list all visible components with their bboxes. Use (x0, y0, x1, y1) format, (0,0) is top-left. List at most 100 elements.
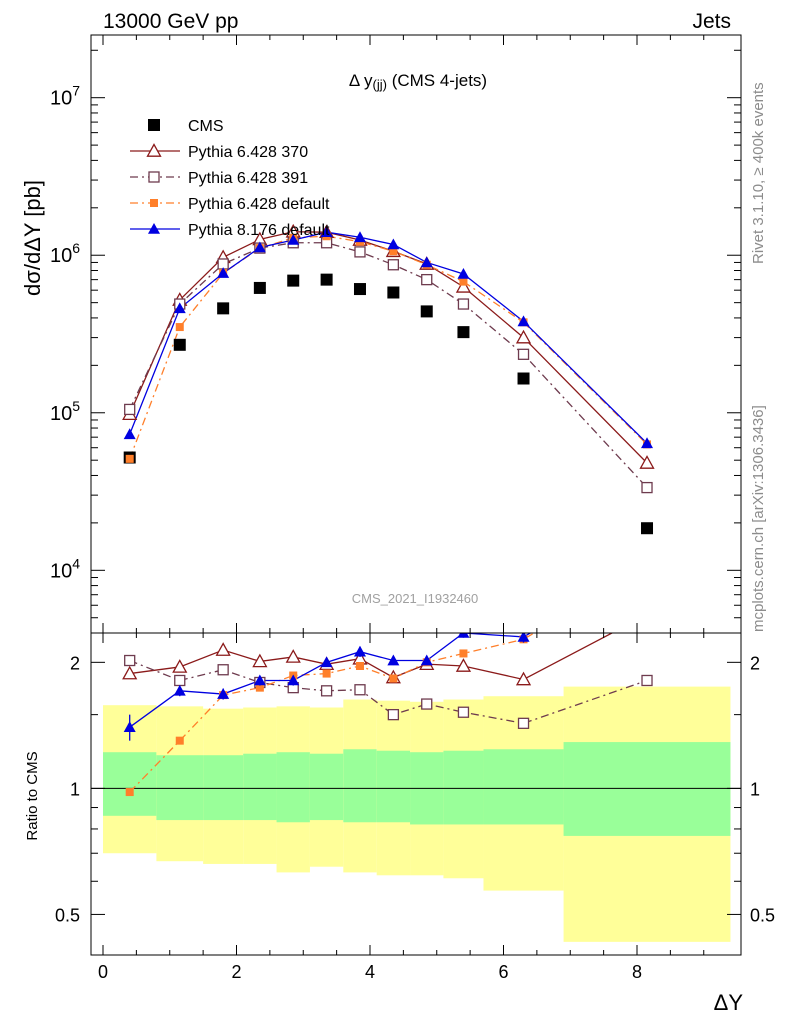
ratio-axis-label: Ratio to CMS (24, 751, 41, 840)
axes: 0 2 4 6 8 104 105 106 107 0.5 0.5 1 1 2 2 (50, 34, 775, 982)
ratio-lines (129, 633, 648, 793)
ratio-point-p8 (287, 674, 300, 686)
ratio-point-pdefault (322, 669, 331, 678)
band-inner (276, 752, 310, 823)
point-cms (387, 286, 400, 299)
source-label: mcplots.cern.ch [arXiv:1306.3436] (750, 405, 767, 632)
point-p391 (457, 298, 470, 310)
point-cms (457, 326, 470, 339)
point-pdefault (125, 454, 134, 463)
series-line-p391 (129, 242, 648, 489)
main-markers (122, 223, 655, 535)
x-tick-label: 4 (365, 962, 375, 982)
ratio-point-pdefault (643, 562, 651, 570)
point-p8 (287, 233, 300, 245)
ratio-point-p8 (253, 674, 266, 686)
point-p8 (457, 268, 470, 279)
ratio-tick-label-right: 2 (750, 653, 760, 673)
ratio-point-p391 (641, 674, 653, 687)
point-p8 (123, 428, 136, 440)
ratio-frame (90, 632, 742, 956)
ratio-point-p391 (320, 685, 333, 697)
series-line-p8 (129, 231, 648, 444)
ratio-point-pdefault (175, 736, 184, 745)
point-cms (420, 305, 433, 318)
point-p370 (639, 455, 655, 469)
ratio-point-p8 (320, 656, 333, 668)
legend: CMS Pythia 6.428 370 Pythia 6.428 391 Pythi… (130, 118, 330, 239)
point-p391 (354, 246, 366, 258)
legend-marker-cms (148, 119, 160, 131)
point-p391 (517, 348, 530, 360)
ratio-point-p391 (124, 654, 136, 667)
point-pdefault (389, 247, 398, 256)
point-p8 (420, 256, 433, 268)
x-axis-label: ΔY (714, 990, 744, 1015)
ratio-point-p370 (641, 608, 654, 620)
ratio-point-p391 (354, 684, 366, 696)
ratio-point-pdefault (355, 662, 364, 671)
ratio-point-p370 (455, 658, 472, 672)
y-tick-label: 104 (50, 555, 80, 582)
point-p391 (641, 481, 653, 494)
series-lines (129, 231, 648, 793)
point-pdefault (175, 323, 184, 332)
legend-label-cms: CMS (188, 118, 224, 135)
analysis-watermark: CMS_2021_I1932460 (352, 591, 479, 606)
band-inner (376, 750, 411, 823)
ratio-point-p370 (252, 653, 268, 668)
band-inner (156, 755, 204, 821)
ratio-tick-label-right: 1 (750, 779, 760, 799)
y-tick-label: 105 (50, 398, 80, 425)
ratio-tick-label-left: 1 (70, 779, 80, 799)
band-inner (563, 742, 731, 836)
ratio-point-p8 (457, 633, 470, 638)
ratio-point-pdefault (255, 683, 264, 692)
point-cms (217, 302, 230, 315)
x-tick-label: 0 (98, 962, 108, 982)
band-inner (483, 749, 564, 825)
y-axis-label: dσ/dΔY [pb] (20, 180, 45, 296)
legend-marker-p8 (148, 223, 160, 234)
ratio-line-p8 (129, 633, 532, 728)
ratio-markers (122, 562, 654, 797)
point-p391 (124, 403, 136, 416)
point-p8 (217, 267, 230, 278)
band-inner (309, 753, 344, 821)
ratio-point-p8 (123, 721, 136, 732)
ratio-point-pdefault (389, 674, 398, 683)
point-p8 (387, 238, 400, 250)
legend-marker-pdefault (150, 199, 158, 207)
x-tick-label: 6 (498, 962, 508, 982)
legend-marker-p391 (148, 171, 160, 183)
ratio-line-pdefault (129, 633, 536, 793)
point-cms (287, 274, 300, 287)
band-inner (203, 755, 244, 821)
point-p8 (353, 231, 366, 243)
band-inner (443, 750, 484, 825)
ratio-point-p391 (457, 706, 470, 718)
x-tick-label: 2 (231, 962, 241, 982)
point-p370 (515, 329, 532, 344)
legend-label-p8: Pythia 8.176 default (188, 222, 330, 239)
series-markers (122, 223, 655, 797)
point-cms (517, 372, 530, 385)
series-line-p370 (129, 231, 648, 464)
ratio-tick-label-right: 0.5 (750, 905, 775, 925)
point-cms (173, 338, 186, 351)
ratio-point-p8 (387, 654, 400, 666)
band-inner (343, 749, 377, 823)
point-p8 (253, 241, 266, 253)
ratio-point-p391 (421, 698, 433, 710)
ratio-point-p8 (420, 654, 433, 666)
ratio-point-p370 (215, 642, 231, 656)
ratio-point-p8 (173, 684, 186, 696)
main-lines (129, 231, 648, 489)
point-p391 (387, 259, 400, 271)
point-p8 (320, 226, 333, 238)
point-p8 (517, 315, 530, 327)
band-inner (103, 752, 157, 816)
point-cms (253, 281, 266, 294)
ratio-point-p370 (172, 659, 188, 673)
point-cms (641, 522, 654, 535)
